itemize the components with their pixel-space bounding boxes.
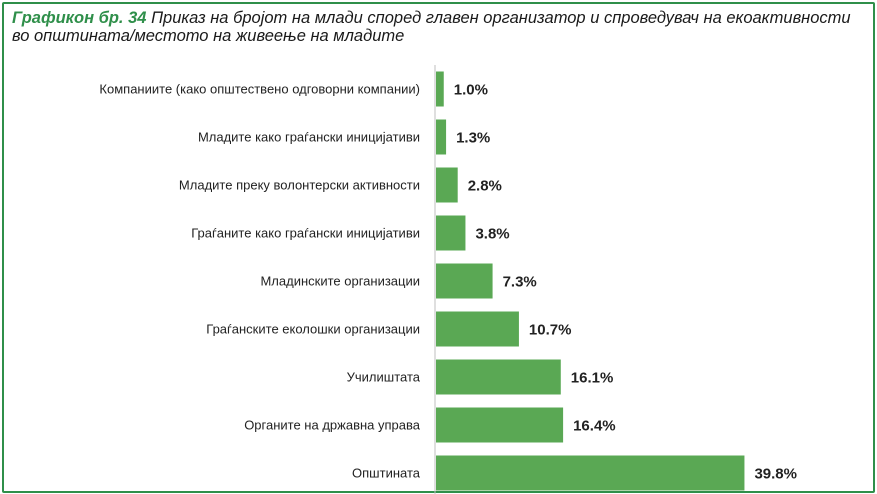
data-label: 1.0%: [454, 82, 488, 99]
bar: [436, 455, 745, 491]
bar: [436, 407, 564, 443]
category-label: Органите на државна управа: [244, 418, 421, 433]
bar: [436, 215, 466, 251]
category-label: Компаниите (како општествено одговорни к…: [99, 82, 420, 97]
bar: [436, 263, 493, 299]
category-label: Училиштата: [347, 370, 421, 385]
data-label: 16.4%: [573, 418, 616, 435]
category-label: Младинските организации: [260, 274, 420, 289]
data-label: 1.3%: [456, 130, 490, 147]
data-label: 39.8%: [754, 466, 797, 483]
category-label: Граѓанските еколошки организации: [206, 322, 420, 337]
bar: [436, 167, 458, 203]
data-label: 2.8%: [468, 178, 502, 195]
bar: [436, 359, 561, 395]
bar: [436, 119, 447, 155]
bar: [436, 71, 444, 107]
category-label: Граѓаните како граѓански иницијативи: [191, 226, 420, 241]
data-label: 7.3%: [503, 274, 537, 291]
bar-group: Компаниите (како општествено одговорни к…: [99, 71, 797, 491]
category-label: Младите како граѓански иницијативи: [198, 130, 420, 145]
category-label: Општината: [352, 466, 421, 481]
data-label: 10.7%: [529, 322, 572, 339]
data-label: 16.1%: [571, 370, 614, 387]
chart-title-text: Приказ на бројот на млади според главен …: [12, 9, 851, 45]
chart-title-prefix: Графикон бр. 34: [12, 9, 147, 27]
bar: [436, 311, 519, 347]
data-label: 3.8%: [475, 226, 509, 243]
category-label: Младите преку волонтерски активности: [179, 178, 420, 193]
chart-title: Графикон бр. 34 Приказ на бројот на млад…: [12, 9, 872, 45]
